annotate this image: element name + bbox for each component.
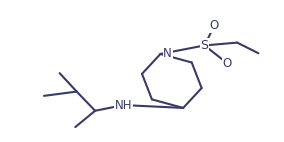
Text: NH: NH bbox=[115, 99, 132, 112]
Text: O: O bbox=[223, 57, 232, 70]
Text: O: O bbox=[210, 19, 219, 32]
Text: N: N bbox=[163, 47, 172, 60]
Text: S: S bbox=[201, 39, 208, 52]
